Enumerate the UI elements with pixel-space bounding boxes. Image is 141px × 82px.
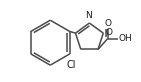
Text: O: O: [104, 19, 111, 28]
Text: OH: OH: [119, 34, 133, 43]
Text: O: O: [106, 28, 113, 37]
Text: Cl: Cl: [66, 60, 76, 70]
Text: N: N: [85, 11, 92, 20]
